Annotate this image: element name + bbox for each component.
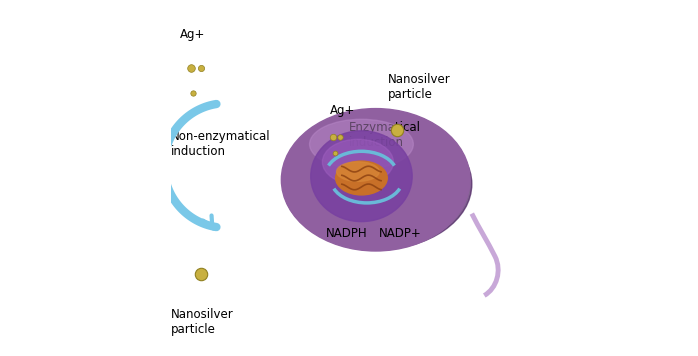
Point	[392, 127, 403, 133]
Text: NADPH: NADPH	[326, 227, 367, 240]
Text: Ag+: Ag+	[329, 104, 355, 117]
Point	[330, 150, 341, 156]
Point	[185, 65, 196, 70]
Text: NADP+: NADP+	[379, 227, 422, 240]
Ellipse shape	[336, 162, 379, 181]
Ellipse shape	[336, 161, 387, 195]
Text: Enzymatical
induction: Enzymatical induction	[349, 121, 421, 149]
Ellipse shape	[310, 119, 413, 169]
Ellipse shape	[311, 131, 413, 221]
Point	[334, 134, 346, 140]
Point	[195, 65, 207, 70]
Point	[327, 134, 339, 140]
Text: Nanosilver
particle: Nanosilver particle	[171, 308, 234, 336]
Ellipse shape	[281, 109, 470, 251]
Ellipse shape	[322, 139, 394, 185]
Text: Nanosilver
particle: Nanosilver particle	[388, 73, 451, 101]
Point	[188, 90, 199, 95]
Point	[195, 271, 207, 277]
Text: Ag+: Ag+	[180, 28, 205, 42]
Text: Non-enzymatical
induction: Non-enzymatical induction	[171, 130, 271, 158]
Ellipse shape	[283, 119, 472, 250]
